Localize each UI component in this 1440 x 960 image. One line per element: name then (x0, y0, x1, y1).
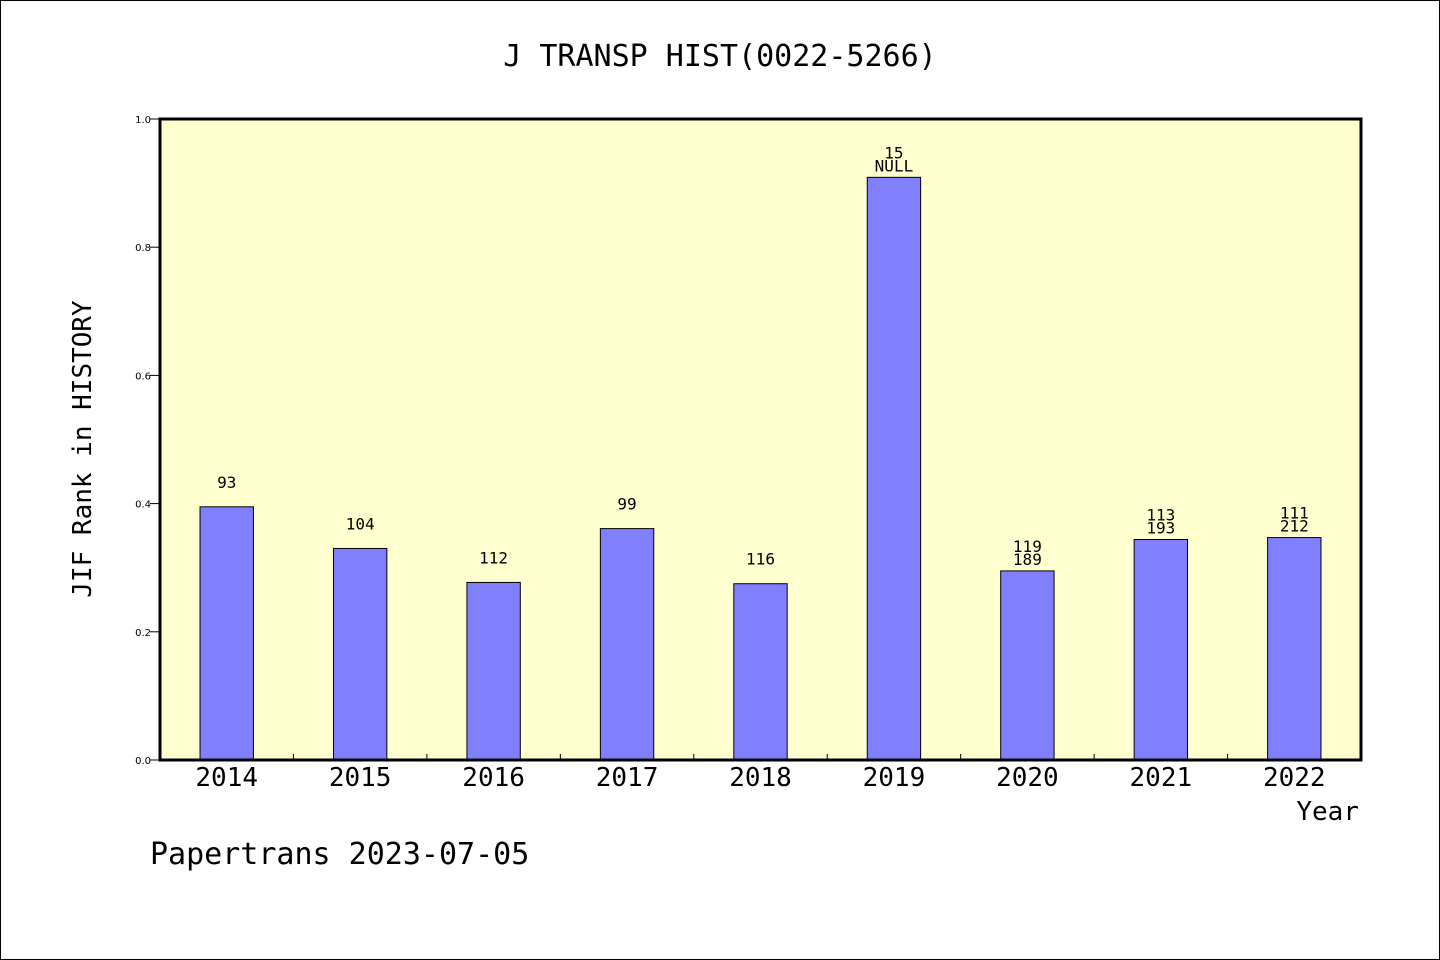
footer-text: Papertrans 2023-07-05 (150, 837, 529, 872)
x-tick-label: 2014 (195, 763, 258, 793)
data-label: 99 (617, 495, 636, 514)
data-label-upper: 113 (1146, 505, 1175, 524)
data-label: 116 (746, 550, 775, 569)
bar-2021 (1133, 538, 1189, 761)
x-tick-label: 2020 (996, 763, 1059, 793)
bar-2022 (1267, 537, 1322, 761)
bar-2020 (1000, 570, 1055, 761)
x-tick-label: 2016 (462, 763, 525, 793)
bar-2019 (866, 176, 922, 761)
data-label-upper: 111 (1280, 504, 1309, 523)
data-label-lower: 193 (1146, 518, 1175, 537)
data-label: 93 (217, 473, 236, 492)
data-label-lower: NULL (875, 156, 914, 175)
bar-2015 (332, 547, 388, 761)
x-tick-label: 2018 (729, 763, 792, 793)
data-label: 112 (479, 548, 508, 567)
x-tick-label: 2022 (1263, 763, 1326, 793)
y-axis-label: JIF Rank in HISTORY (68, 300, 98, 598)
bar-2014 (199, 506, 254, 761)
ticks-layer: 0.0 0.2 0.4 0.6 0.8 1.0 2014 2015 2016 2017 2018 20… (135, 115, 1325, 793)
y-tick-label: 0.8 (135, 243, 151, 254)
y-tick-label: 0.6 (135, 371, 151, 382)
x-tick-label: 2019 (863, 763, 926, 793)
bar-2017 (599, 528, 655, 761)
data-label-upper: 119 (1013, 537, 1042, 556)
bar-2018 (733, 583, 788, 761)
chart-title: J TRANSP HIST(0022-5266) (503, 39, 936, 74)
plot-border (158, 117, 1363, 762)
x-tick-label: 2021 (1130, 763, 1193, 793)
y-tick-label: 0.2 (135, 628, 151, 639)
y-tick-label: 0.0 (135, 756, 151, 767)
data-label-lower: 189 (1013, 550, 1042, 569)
x-tick-label: 2015 (329, 763, 392, 793)
data-label-lower: 212 (1280, 517, 1309, 536)
y-tick-label: 0.4 (135, 500, 151, 511)
x-axis-label: Year (1296, 797, 1359, 827)
x-tick-label: 2017 (596, 763, 659, 793)
bar-2016 (466, 581, 521, 761)
data-label: 104 (346, 514, 375, 533)
data-label-upper: 15 (884, 143, 903, 162)
y-tick-label: 1.0 (135, 115, 151, 126)
